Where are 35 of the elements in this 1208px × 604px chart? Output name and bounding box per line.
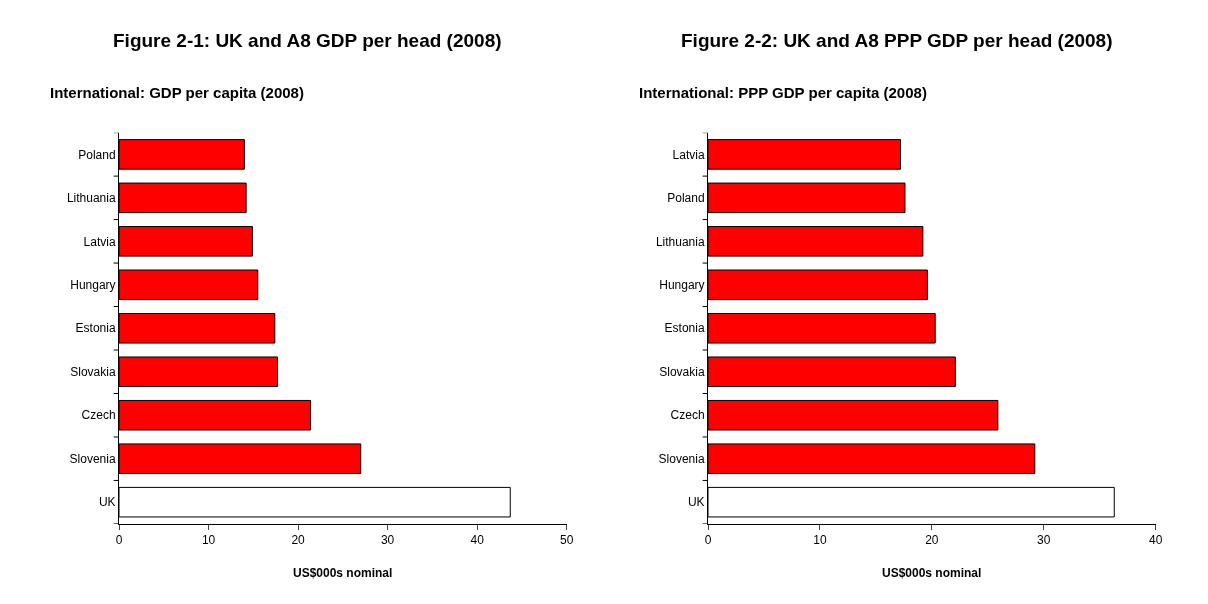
y-tick-label: Czech [81, 408, 116, 423]
y-tick-label: Slovakia [659, 364, 705, 379]
y-tick-label: UK [687, 495, 705, 510]
chart-title: Figure 2-2: UK and A8 PPP GDP per head (2008) [681, 30, 1113, 51]
y-tick-label: Hungary [70, 278, 116, 292]
x-axis-title: US$000s nominal [293, 566, 393, 580]
x-tick-label: 50 [559, 533, 574, 548]
x-tick-label: 30 [1037, 533, 1051, 548]
x-tick-label: 40 [1148, 533, 1163, 548]
chart-subtitle: International: PPP GDP per capita (2008) [639, 84, 927, 101]
x-tick-label: 10 [201, 533, 216, 548]
chart-title: Figure 2-1: UK and A8 GDP per head (2008) [113, 30, 502, 51]
y-tick-label: Lithuania [655, 234, 705, 249]
x-tick-label: 0 [115, 533, 123, 548]
x-tick-label: 20 [925, 533, 939, 548]
y-tick-label: Slovenia [69, 451, 116, 466]
chart-subtitle: International: GDP per capita (2008) [50, 84, 304, 101]
x-tick-label: 0 [704, 533, 712, 548]
x-tick-label: 10 [813, 533, 827, 548]
y-tick-label: Hungary [659, 278, 705, 292]
y-tick-label: UK [98, 495, 116, 510]
y-tick-label: Poland [667, 191, 705, 206]
y-tick-label: Latvia [672, 147, 705, 162]
y-tick-label: Poland [78, 147, 116, 162]
y-tick-label: Estonia [75, 321, 116, 336]
y-tick-label: Slovenia [658, 451, 705, 466]
y-tick-label: Latvia [83, 234, 116, 249]
x-tick-label: 30 [380, 533, 395, 548]
x-tick-label: 40 [470, 533, 485, 548]
y-tick-label: Estonia [664, 321, 705, 336]
x-axis-title: US$000s nominal [882, 566, 982, 580]
x-tick-label: 20 [291, 533, 306, 548]
y-tick-label: Czech [670, 408, 705, 423]
y-tick-label: Lithuania [66, 191, 116, 206]
y-tick-label: Slovakia [70, 364, 116, 379]
